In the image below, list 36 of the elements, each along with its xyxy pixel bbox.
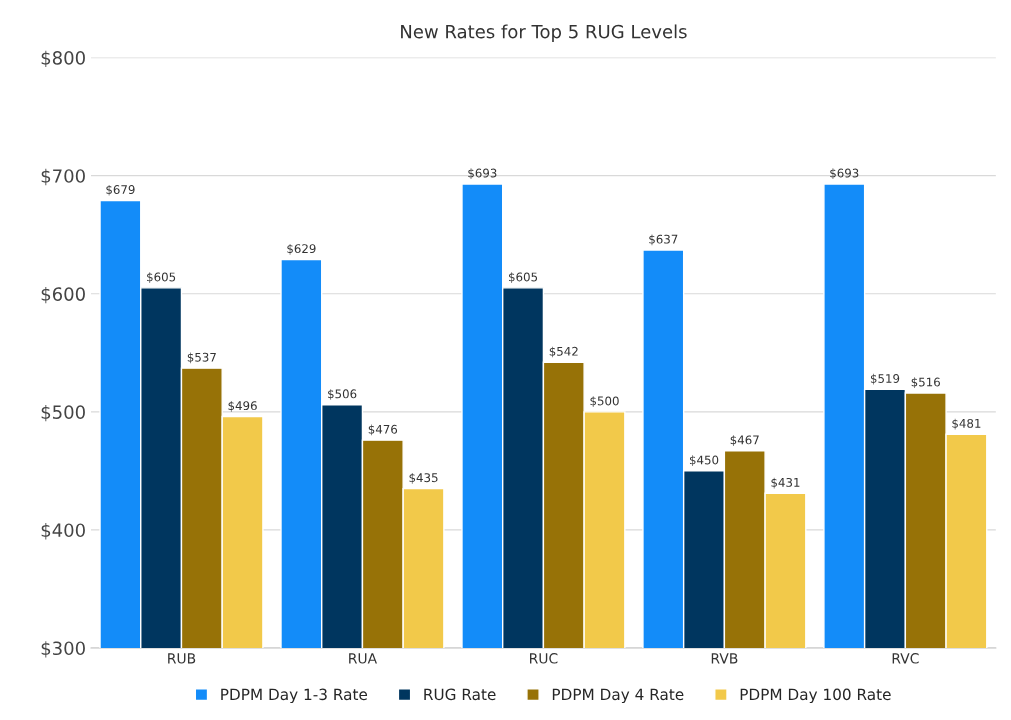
data-label: $476 [368,424,398,436]
data-label: $637 [649,234,678,246]
data-label: $506 [328,389,357,400]
y-tick-label: $400 [41,523,85,540]
legend-label: PDPM Day 1-3 Rate [221,688,368,704]
data-label: $431 [771,477,800,489]
x-tick-label: RVC [892,653,919,664]
data-label: $481 [952,418,981,430]
y-tick-label: $800 [41,50,85,68]
data-label: $500 [590,396,619,407]
data-label: $693 [468,168,497,180]
data-label: $679 [106,184,135,196]
x-tick-label: RVB [711,653,738,664]
data-label: $516 [911,377,940,389]
legend-label: RUG Rate [424,688,496,701]
data-label: $450 [689,455,719,466]
y-tick-label: $600 [41,286,85,304]
x-tick-label: RUA [349,653,377,664]
y-tick-label: $700 [41,168,85,186]
data-label: $519 [870,373,900,385]
data-label: $496 [228,400,257,412]
data-label: $435 [409,473,438,484]
data-label: $629 [287,243,316,255]
legend-label: PDPM Day 100 Rate [740,688,891,704]
data-label: $605 [509,272,538,283]
data-label: $467 [730,435,759,446]
data-label: $542 [549,346,578,358]
data-label: $537 [187,352,216,364]
data-label: $605 [147,272,176,283]
y-tick-label: $500 [41,404,85,422]
data-label: $693 [830,168,859,180]
chart-title: New Rates for Top 5 RUG Levels [401,24,687,42]
x-tick-label: RUB [168,653,196,664]
x-tick-label: RUC [530,653,558,664]
y-tick-label: $300 [41,641,85,658]
legend-label: PDPM Day 4 Rate [552,688,684,704]
